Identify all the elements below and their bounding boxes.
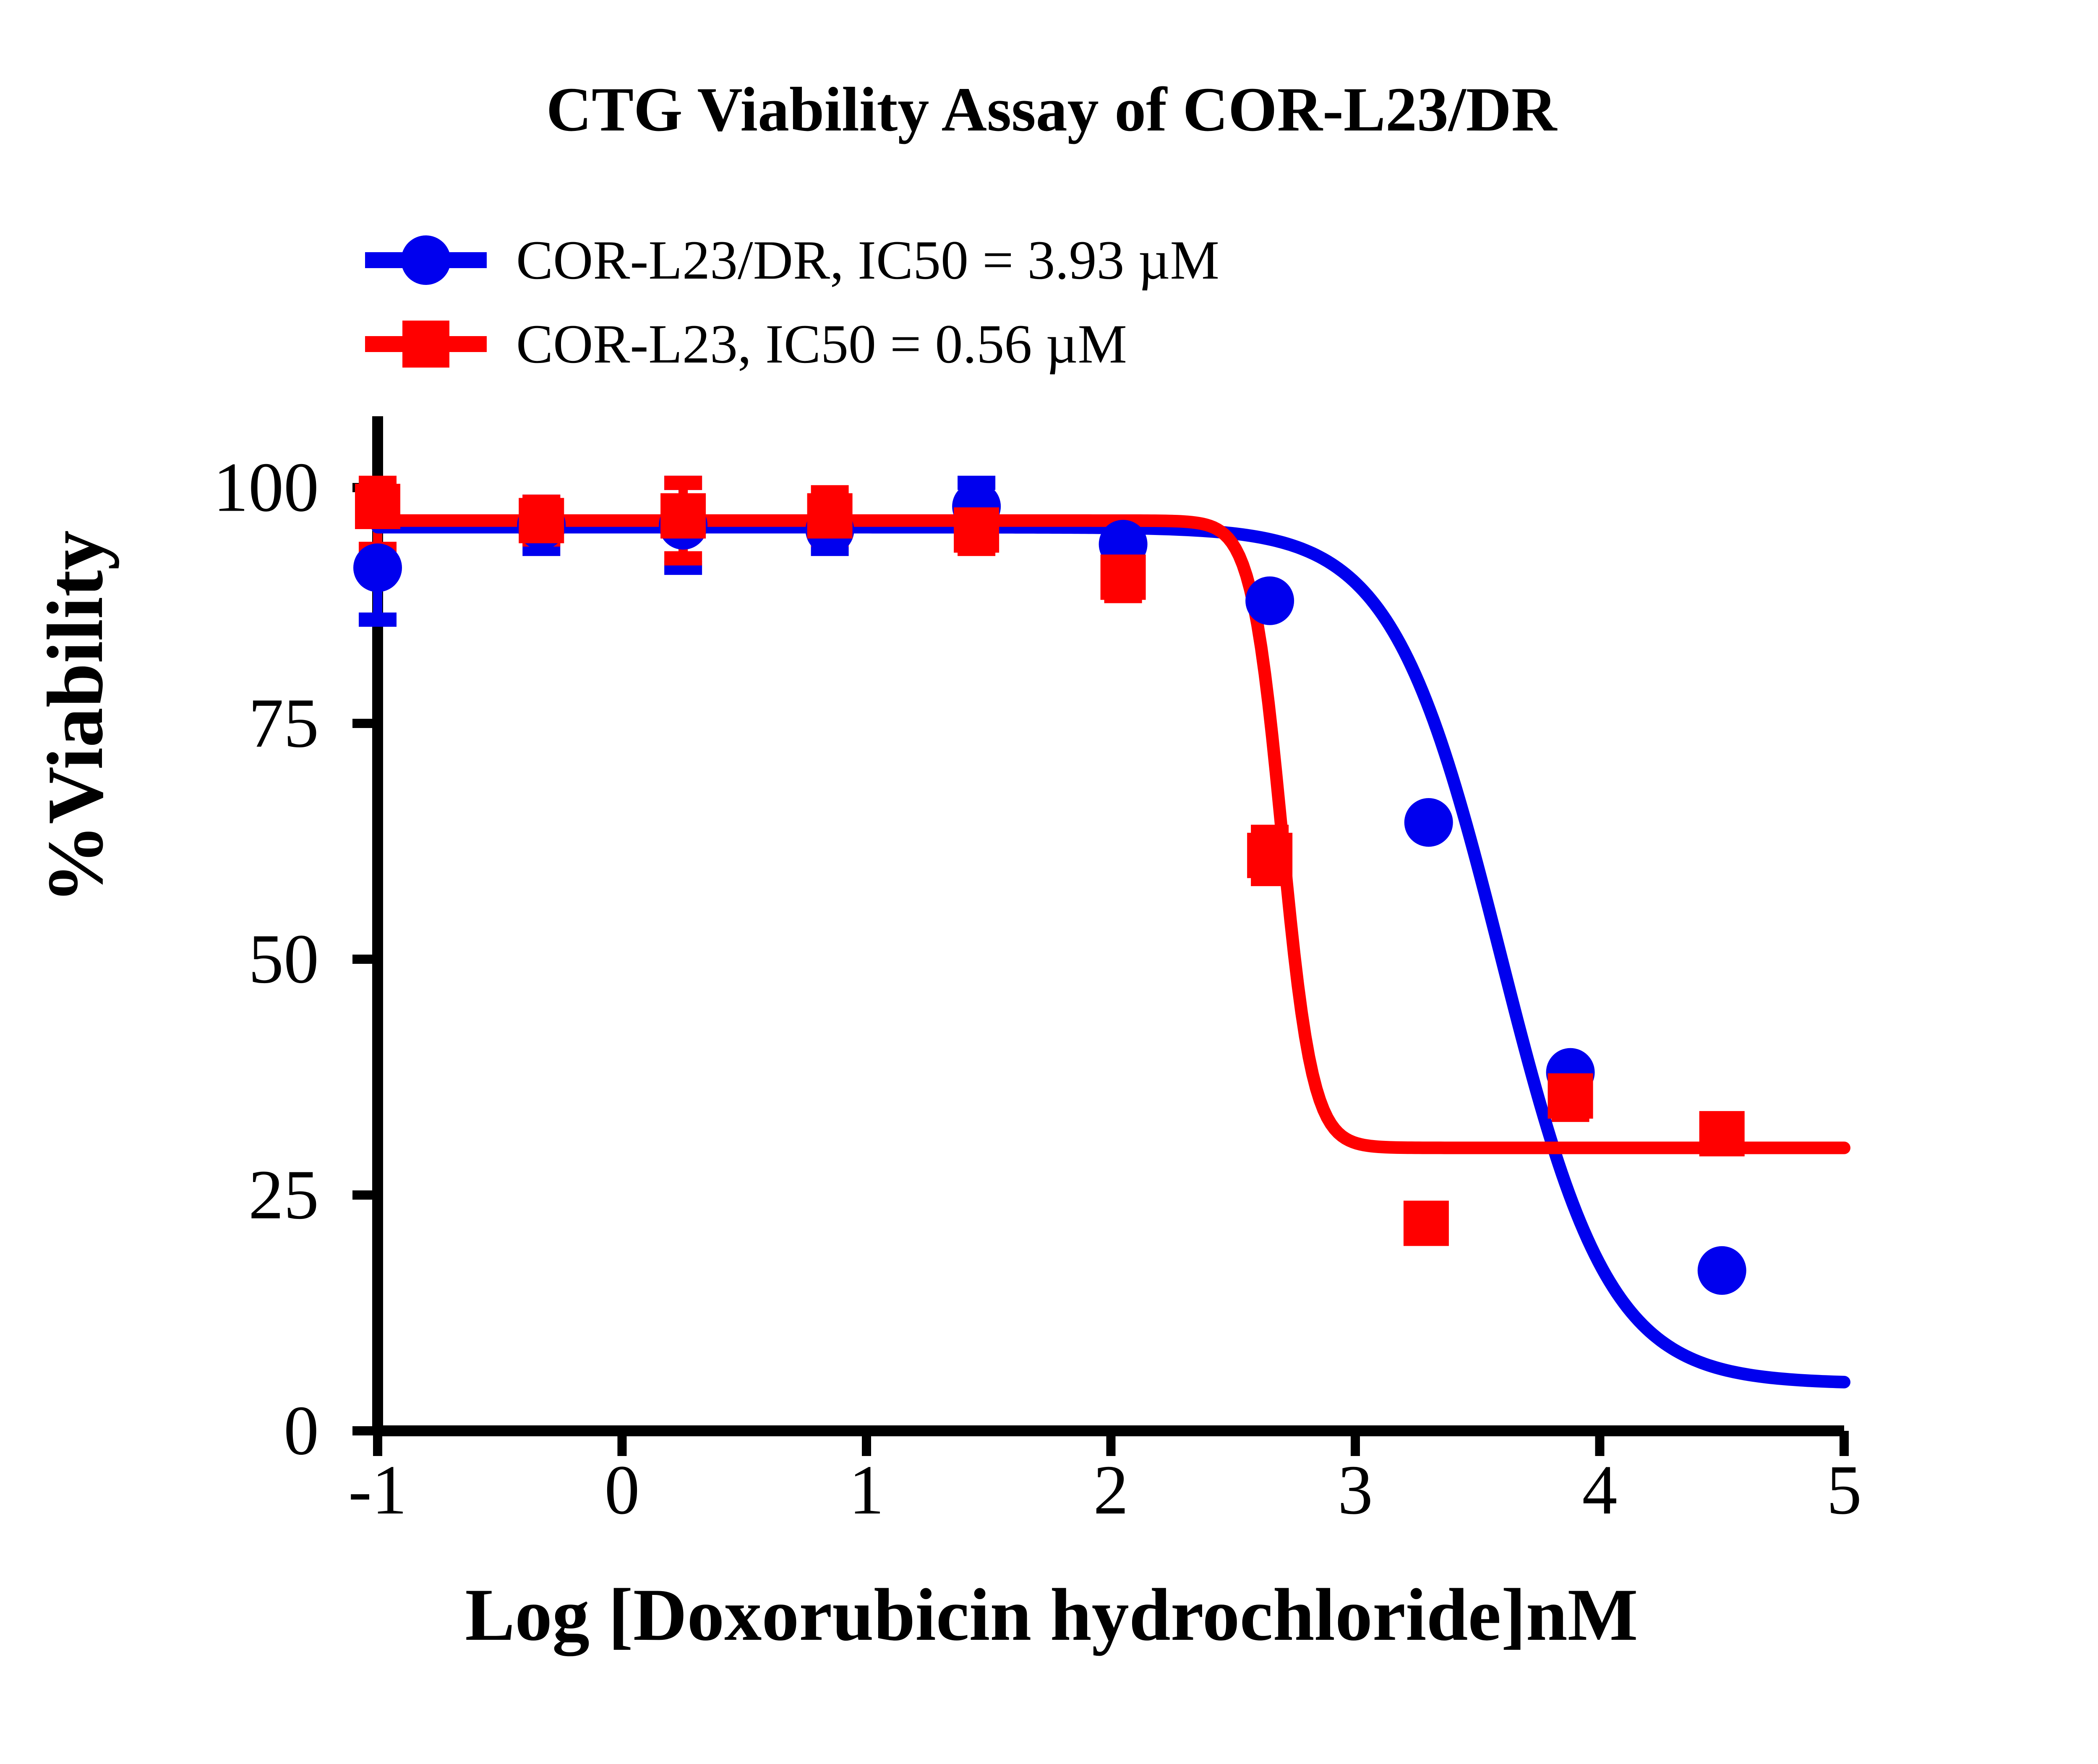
- data-point-marker: [807, 493, 853, 539]
- chart-legend: COR-L23/DR, IC50 = 3.93 µM COR-L23, IC50…: [365, 218, 1708, 386]
- x-tick-label: 2: [1093, 1451, 1129, 1529]
- x-tick-label: 1: [849, 1451, 884, 1529]
- x-tick-label: -1: [348, 1451, 407, 1529]
- x-tick-label: 5: [1827, 1451, 1862, 1529]
- legend-label-series-0: COR-L23/DR, IC50 = 3.93 µM: [516, 229, 1219, 291]
- x-axis-title: Log [Doxorubicin hydrochloride]nM: [465, 1573, 1638, 1656]
- data-point-marker: [1547, 1073, 1593, 1119]
- data-point-marker: [1697, 1246, 1746, 1295]
- y-tick-label: 0: [284, 1391, 319, 1470]
- legend-key-series-1: [365, 319, 487, 369]
- legend-marker-square-icon: [402, 321, 449, 368]
- data-point-marker: [355, 483, 400, 529]
- x-tick-label: 0: [604, 1451, 640, 1529]
- fit-curve: [371, 521, 1850, 1388]
- chart-title: CTG Viability Assay of COR-L23/DR: [546, 75, 1557, 144]
- data-point-marker: [954, 507, 999, 553]
- x-tick-label: 4: [1582, 1451, 1618, 1529]
- y-tick-label: 100: [213, 448, 319, 527]
- data-point-marker: [519, 498, 564, 543]
- legend-item-series-0: COR-L23/DR, IC50 = 3.93 µM: [365, 218, 1708, 302]
- x-tick-label: 3: [1338, 1451, 1373, 1529]
- legend-marker-circle-icon: [401, 235, 451, 285]
- data-point-marker: [353, 543, 402, 592]
- y-tick-label: 25: [248, 1156, 319, 1234]
- data-point-marker: [1100, 554, 1146, 600]
- fit-curve: [371, 514, 1850, 1154]
- data-point-marker: [1403, 1200, 1449, 1246]
- y-tick-label: 75: [248, 684, 319, 762]
- legend-label-series-1: COR-L23, IC50 = 0.56 µM: [516, 313, 1127, 375]
- data-point-marker: [1247, 832, 1293, 878]
- data-point-marker: [1245, 576, 1294, 625]
- data-point-marker: [1699, 1111, 1745, 1156]
- legend-key-series-0: [365, 235, 487, 285]
- legend-item-series-1: COR-L23, IC50 = 0.56 µM: [365, 302, 1708, 386]
- data-point-marker: [660, 493, 706, 539]
- y-tick-label: 50: [248, 920, 319, 998]
- data-point-marker: [1404, 798, 1453, 847]
